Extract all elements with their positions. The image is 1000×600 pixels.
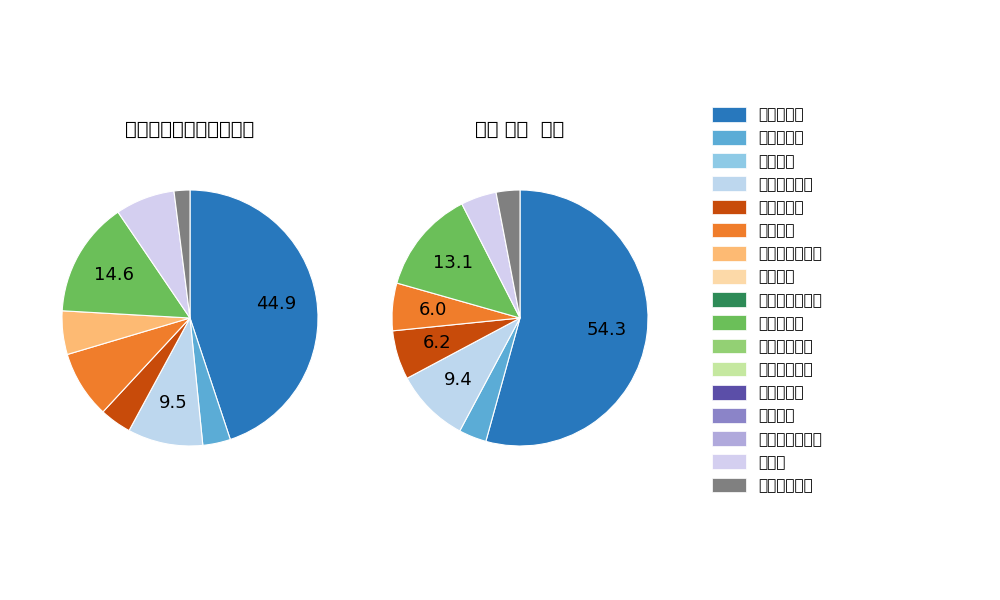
- Wedge shape: [190, 190, 318, 439]
- Wedge shape: [496, 190, 520, 318]
- Wedge shape: [67, 318, 190, 412]
- Text: 6.0: 6.0: [419, 301, 447, 319]
- Text: 9.4: 9.4: [444, 371, 473, 389]
- Text: 14.6: 14.6: [94, 266, 134, 284]
- Wedge shape: [190, 318, 230, 445]
- Wedge shape: [129, 318, 203, 446]
- Wedge shape: [393, 318, 520, 378]
- Wedge shape: [174, 190, 190, 318]
- Wedge shape: [460, 318, 520, 442]
- Title: 今宮 健太  選手: 今宮 健太 選手: [475, 120, 565, 139]
- Text: 6.2: 6.2: [422, 334, 451, 352]
- Wedge shape: [103, 318, 190, 431]
- Text: 9.5: 9.5: [159, 394, 187, 412]
- Wedge shape: [118, 191, 190, 318]
- Wedge shape: [62, 311, 190, 355]
- Wedge shape: [486, 190, 648, 446]
- Wedge shape: [397, 204, 520, 318]
- Legend: ストレート, ツーシーム, シュート, カットボール, スプリット, フォーク, チェンジアップ, シンカー, 高速スライダー, スライダー, 縦スライダー, : ストレート, ツーシーム, シュート, カットボール, スプリット, フォーク,…: [708, 103, 827, 497]
- Wedge shape: [392, 283, 520, 331]
- Wedge shape: [407, 318, 520, 431]
- Wedge shape: [462, 192, 520, 318]
- Text: 13.1: 13.1: [433, 254, 473, 272]
- Wedge shape: [62, 212, 190, 318]
- Text: 54.3: 54.3: [586, 321, 626, 339]
- Title: パ・リーグ全プレイヤー: パ・リーグ全プレイヤー: [125, 120, 255, 139]
- Text: 44.9: 44.9: [256, 295, 296, 313]
